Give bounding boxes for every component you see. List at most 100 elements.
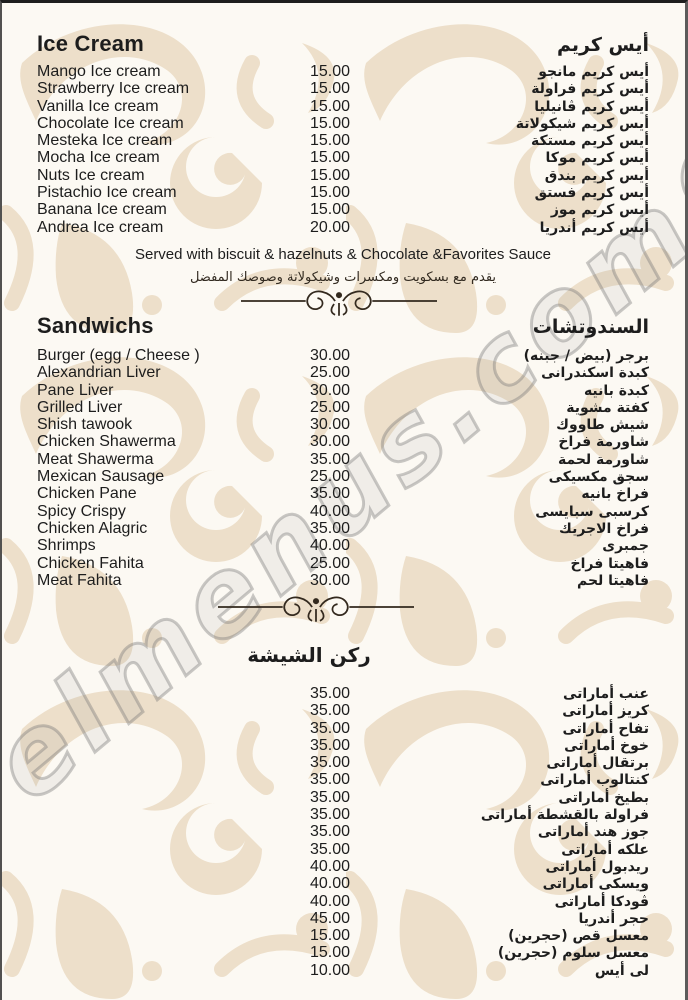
item-name-en: Spicy Crispy [37,502,126,520]
menu-item-row: Pistachio Ice cream 15.00 أيس كريم فستق [37,184,649,201]
menu-item-row: Chicken Pane 35.00 فراخ بانيه [37,485,649,502]
item-name-ar: أيس كريم موكا [545,150,649,167]
item-price: 30.00 [310,571,351,589]
item-name-ar: لى أيس [594,962,649,979]
item-name-en: Andrea Ice cream [37,218,164,236]
item-price: 15.00 [310,184,351,202]
menu-item-row: 35.00 خوخ أماراتى [37,737,649,754]
item-price: 35.00 [310,823,351,841]
menu-item-row: Andrea Ice cream 20.00 أيس كريم أندريا [37,219,649,236]
menu-item-row: 35.00 علكه أماراتى [37,841,649,858]
menu-item-row: Vanilla Ice cream 15.00 أيس كريم ڤانيليا [37,98,649,115]
item-name-ar: أيس كريم شيكولاتة [515,115,649,132]
menu-item-row: Strawberry Ice cream 15.00 أيس كريم فراو… [37,80,649,97]
item-name-ar: كبدة اسكندرانى [541,365,649,382]
menu-item-row: Grilled Liver 25.00 كفتة مشوية [37,399,649,416]
item-name-en: Chicken Shawerma [37,433,176,451]
item-name-ar: معسل سلوم (حجرين) [497,945,649,962]
item-name-ar: فراولة بالقشطة أماراتى [480,807,649,824]
item-name-ar: فراخ الاجريك [559,520,649,537]
menu-item-row: Shish tawook 30.00 شيش طاووك [37,416,649,433]
item-name-ar: شاورمة لحمة [557,451,649,468]
menu-item-row: Banana Ice cream 15.00 أيس كريم موز [37,201,649,218]
menu-item-row: Mexican Sausage 25.00 سجق مكسيكى [37,468,649,485]
item-name-ar: أيس كريم موز [550,202,649,219]
item-name-en: Mesteka Ice cream [37,132,173,150]
item-name-ar: حجر أندريا [578,910,649,927]
item-name-ar: شيش طاووك [556,417,649,434]
item-name-ar: كبدة بانيه [583,382,649,399]
menu-item-row: 45.00 حجر أندريا [37,910,649,927]
menu-item-row: Spicy Crispy 40.00 كرسبى سبايسى [37,503,649,520]
item-name-en: Pane Liver [37,381,114,399]
item-price: 35.00 [310,771,351,789]
item-name-en: Chicken Alagric [37,519,148,537]
menu-item-row: 40.00 ڤودكا أماراتى [37,893,649,910]
item-price: 40.00 [310,537,351,555]
item-name-ar: برتقال أماراتى [546,755,649,772]
item-name-en: Mango Ice cream [37,63,161,80]
item-name-ar: ريدبول أماراتى [545,858,649,875]
item-price: 35.00 [310,719,351,737]
item-price: 25.00 [310,554,351,572]
menu-item-row: Meat Shawerma 35.00 شاورمة لحمة [37,451,649,468]
item-price: 10.00 [310,961,351,979]
shisha-item-list: 35.00 عنب أماراتى 35.00 كريز أماراتى 35.… [37,685,649,979]
menu-item-row: Alexandrian Liver 25.00 كبدة اسكندرانى [37,364,649,381]
menu-item-row: 35.00 بطيخ أماراتى [37,789,649,806]
item-price: 35.00 [310,736,351,754]
item-name-ar: أيس كريم أندريا [539,219,649,236]
sandwiches-item-list: Burger (egg / Cheese ) 30.00 برجر (بيض /… [37,347,649,589]
item-name-ar: فراخ بانيه [581,486,649,503]
item-name-ar: أيس كريم فراولة [531,81,649,98]
item-name-en: Vanilla Ice cream [37,97,159,115]
item-name-en: Nuts Ice cream [37,166,145,184]
item-price: 30.00 [310,416,351,434]
item-price: 30.00 [310,381,351,399]
item-name-ar: تفاح أماراتى [562,720,649,737]
item-price: 20.00 [310,218,351,236]
item-name-ar: عنب أماراتى [563,686,649,702]
item-name-en: Chocolate Ice cream [37,114,184,132]
menu-item-row: Nuts Ice cream 15.00 أيس كريم بندق [37,167,649,184]
item-price: 35.00 [310,702,351,720]
menu-item-row: Chicken Shawerma 30.00 شاورمة فراخ [37,433,649,450]
damask-background [2,3,685,1000]
menu-item-row: 35.00 كنتالوب أماراتى [37,771,649,788]
item-name-ar: جمبرى [602,538,649,555]
item-name-en: Strawberry Ice cream [37,80,190,98]
menu-item-row: Mocha Ice cream 15.00 أيس كريم موكا [37,149,649,166]
item-price: 25.00 [310,364,351,382]
item-price: 15.00 [310,97,351,115]
item-name-ar: شاورمة فراخ [558,434,649,451]
flourish-divider-icon [241,290,437,316]
item-name-en: Pistachio Ice cream [37,184,177,202]
item-name-en: Burger (egg / Cheese ) [37,347,200,364]
item-price: 35.00 [310,788,351,806]
menu-item-row: 40.00 ريدبول أماراتى [37,858,649,875]
item-name-ar: كرسبى سبايسى [535,503,649,520]
item-name-en: Mexican Sausage [37,468,165,486]
item-name-en: Chicken Pane [37,485,137,503]
item-name-en: Shish tawook [37,416,133,434]
shisha-title-ar: ركن الشيشة [247,643,371,667]
item-name-ar: كفتة مشوية [566,399,649,416]
item-name-ar: ڤودكا أماراتى [554,893,649,910]
sandwiches-title-ar: السندوتشات [532,316,649,338]
item-name-en: Banana Ice cream [37,201,167,219]
item-name-ar: فاهيتا لحم [576,572,649,589]
item-name-ar: خوخ أماراتى [564,737,649,754]
item-name-ar: كريز أماراتى [562,703,649,720]
menu-item-row: 40.00 ويسكى أماراتى [37,875,649,892]
menu-item-row: Meat Fahita 30.00 فاهيتا لحم [37,572,649,589]
item-price: 45.00 [310,909,351,927]
item-name-ar: فاهيتا فراخ [570,555,649,572]
item-price: 35.00 [310,685,351,702]
item-name-ar: جوز هند أماراتى [537,824,649,841]
item-price: 15.00 [310,927,351,945]
item-price: 35.00 [310,754,351,772]
item-price: 15.00 [310,80,351,98]
menu-item-row: Chicken Alagric 35.00 فراخ الاجريك [37,520,649,537]
item-name-en: Meat Fahita [37,571,122,589]
